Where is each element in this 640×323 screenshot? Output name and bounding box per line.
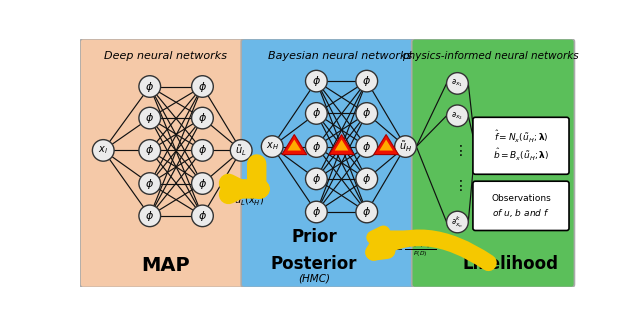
Polygon shape xyxy=(287,140,301,151)
Circle shape xyxy=(356,70,378,92)
Text: $\phi$: $\phi$ xyxy=(312,172,321,186)
Text: $\hat{f} = N_x(\tilde{u}_H;\boldsymbol{\lambda})$: $\hat{f} = N_x(\tilde{u}_H;\boldsymbol{\… xyxy=(493,129,548,145)
Circle shape xyxy=(447,211,468,233)
Text: $\partial_{x_1}$: $\partial_{x_1}$ xyxy=(451,78,463,89)
Circle shape xyxy=(305,136,327,157)
Circle shape xyxy=(139,76,161,97)
Circle shape xyxy=(447,73,468,94)
Text: $\phi$: $\phi$ xyxy=(198,209,207,223)
Circle shape xyxy=(191,140,213,161)
Text: $\hat{b} = B_x(\tilde{u}_H;\boldsymbol{\lambda})$: $\hat{b} = B_x(\tilde{u}_H;\boldsymbol{\… xyxy=(493,147,549,163)
Circle shape xyxy=(356,103,378,124)
Text: $\phi$: $\phi$ xyxy=(362,205,371,219)
Circle shape xyxy=(191,205,213,227)
Text: $\phi$: $\phi$ xyxy=(198,111,207,125)
Text: Likelihood: Likelihood xyxy=(462,255,558,273)
Text: Bayesian neural networks: Bayesian neural networks xyxy=(268,51,412,61)
FancyBboxPatch shape xyxy=(473,181,569,231)
Text: of $u$, $b$ and $f$: of $u$, $b$ and $f$ xyxy=(492,207,550,219)
Text: $\vdots$: $\vdots$ xyxy=(452,178,462,193)
Circle shape xyxy=(191,173,213,194)
Polygon shape xyxy=(329,135,354,155)
Text: $\phi$: $\phi$ xyxy=(145,79,154,93)
Text: $\phi$: $\phi$ xyxy=(312,74,321,88)
Circle shape xyxy=(395,136,417,157)
Text: $\phi$: $\phi$ xyxy=(312,140,321,153)
Circle shape xyxy=(356,168,378,190)
Circle shape xyxy=(191,107,213,129)
Circle shape xyxy=(356,136,378,157)
Text: $\phi$: $\phi$ xyxy=(145,111,154,125)
Text: $\phi$: $\phi$ xyxy=(312,205,321,219)
Polygon shape xyxy=(374,135,399,155)
Text: physics-informed neural networks: physics-informed neural networks xyxy=(403,51,579,61)
FancyBboxPatch shape xyxy=(473,117,569,174)
Circle shape xyxy=(139,140,161,161)
Polygon shape xyxy=(335,140,348,151)
FancyBboxPatch shape xyxy=(80,39,248,287)
Circle shape xyxy=(92,140,114,161)
Text: $\phi$: $\phi$ xyxy=(362,74,371,88)
Text: $\phi$: $\phi$ xyxy=(145,209,154,223)
FancyBboxPatch shape xyxy=(412,39,575,287)
Text: $\phi$: $\phi$ xyxy=(198,79,207,93)
Text: $\phi$: $\phi$ xyxy=(145,177,154,191)
Text: $x_l$: $x_l$ xyxy=(99,144,108,156)
Text: MAP: MAP xyxy=(141,256,189,276)
Text: $\tilde{u}_H$: $\tilde{u}_H$ xyxy=(399,139,412,154)
Polygon shape xyxy=(380,140,393,151)
Text: (HMC): (HMC) xyxy=(298,273,330,283)
Text: Posterior: Posterior xyxy=(271,255,357,273)
Text: $\phi$: $\phi$ xyxy=(362,140,371,153)
Circle shape xyxy=(191,76,213,97)
Text: $P(\theta|D) = \frac{P(\theta)P(D|\theta)}{P(D)}$: $P(\theta|D) = \frac{P(\theta)P(D|\theta… xyxy=(367,241,436,260)
Text: $\phi$: $\phi$ xyxy=(362,172,371,186)
Circle shape xyxy=(305,70,327,92)
Text: Deep neural networks: Deep neural networks xyxy=(104,51,227,61)
Text: $\partial_{x_2}$: $\partial_{x_2}$ xyxy=(451,110,463,121)
Circle shape xyxy=(139,107,161,129)
Text: $\phi$: $\phi$ xyxy=(198,143,207,157)
Text: $\vdots$: $\vdots$ xyxy=(452,143,462,158)
Text: Observations: Observations xyxy=(491,194,551,203)
Text: $\phi$: $\phi$ xyxy=(362,107,371,120)
Circle shape xyxy=(356,201,378,223)
Text: Prior: Prior xyxy=(291,228,337,246)
Text: $\phi$: $\phi$ xyxy=(198,177,207,191)
Text: $\tilde{u}_L$: $\tilde{u}_L$ xyxy=(236,143,247,158)
Text: $\tilde{u}_L(x_H)$: $\tilde{u}_L(x_H)$ xyxy=(234,193,264,208)
Text: $\phi$: $\phi$ xyxy=(312,107,321,120)
Circle shape xyxy=(261,136,283,157)
Circle shape xyxy=(139,173,161,194)
Circle shape xyxy=(139,205,161,227)
FancyBboxPatch shape xyxy=(241,39,417,287)
Text: $x_H$: $x_H$ xyxy=(266,141,278,152)
Circle shape xyxy=(230,140,252,161)
Text: $\partial_{x_n}^k$: $\partial_{x_n}^k$ xyxy=(451,214,463,230)
Polygon shape xyxy=(282,135,307,155)
Circle shape xyxy=(447,105,468,127)
Circle shape xyxy=(305,201,327,223)
Circle shape xyxy=(305,103,327,124)
Circle shape xyxy=(305,168,327,190)
Text: $\phi$: $\phi$ xyxy=(145,143,154,157)
